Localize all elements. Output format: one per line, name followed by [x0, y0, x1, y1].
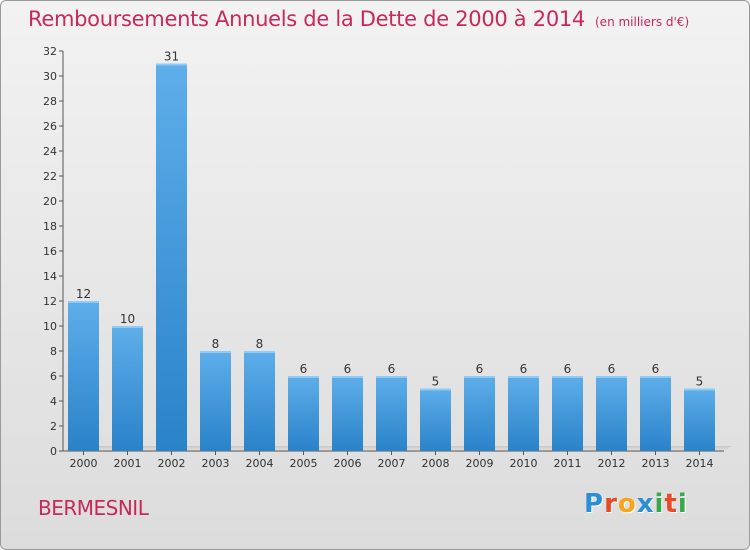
y-tick-label: 22: [43, 170, 57, 183]
proxiti-logo: Proxiti: [584, 489, 688, 519]
x-tick-label: 2013: [642, 457, 670, 470]
y-tick-label: 12: [43, 295, 57, 308]
logo-letter: o: [617, 489, 637, 519]
bar: [552, 376, 583, 451]
x-tick-label: 2010: [510, 457, 538, 470]
x-tick-label: 2014: [686, 457, 714, 470]
value-label: 8: [256, 337, 264, 351]
y-tick-label: 26: [43, 120, 57, 133]
bar-highlight: [640, 376, 671, 378]
x-tick-label: 2011: [554, 457, 582, 470]
y-tick-label: 0: [50, 445, 57, 458]
bar: [112, 326, 143, 451]
value-label: 8: [212, 337, 220, 351]
value-label: 12: [76, 287, 91, 301]
y-tick-label: 32: [43, 45, 57, 58]
logo-letter: i: [677, 489, 688, 519]
logo-letter: r: [604, 489, 618, 519]
value-label: 5: [432, 375, 440, 389]
bar: [596, 376, 627, 451]
bar: [376, 376, 407, 451]
bar: [684, 388, 715, 451]
value-label: 10: [120, 312, 135, 326]
value-label: 5: [696, 375, 704, 389]
y-tick-label: 28: [43, 95, 57, 108]
x-tick-label: 2004: [246, 457, 274, 470]
y-tick-label: 24: [43, 145, 57, 158]
bar-highlight: [508, 376, 539, 378]
bar: [508, 376, 539, 451]
x-tick-label: 2009: [466, 457, 494, 470]
value-label: 6: [564, 362, 572, 376]
y-tick-label: 18: [43, 220, 57, 233]
y-tick-label: 20: [43, 195, 57, 208]
bar-highlight: [464, 376, 495, 378]
bar-highlight: [376, 376, 407, 378]
y-tick-label: 10: [43, 320, 57, 333]
y-tick-label: 2: [50, 420, 57, 433]
logo-letter: i: [654, 489, 665, 519]
bar: [464, 376, 495, 451]
x-tick-label: 2007: [378, 457, 406, 470]
bar: [420, 388, 451, 451]
title-text: Remboursements Annuels de la Dette de 20…: [28, 7, 585, 31]
x-tick-label: 2012: [598, 457, 626, 470]
bar: [244, 351, 275, 451]
bar-highlight: [596, 376, 627, 378]
bar-highlight: [156, 63, 187, 66]
logo-letter: P: [584, 489, 605, 519]
logo-letter: x: [636, 489, 655, 519]
chart-bars: [68, 63, 715, 451]
bar-highlight: [200, 351, 231, 353]
value-label: 6: [344, 362, 352, 376]
value-label: 6: [476, 362, 484, 376]
chart-labels: 2000 12 2001 10 2002 31 2003 8 2004 8 2005 6 2006 6 20…: [70, 50, 714, 471]
value-label: 6: [388, 362, 396, 376]
value-label: 6: [520, 362, 528, 376]
x-tick-label: 2003: [202, 457, 230, 470]
bar-highlight: [68, 301, 99, 303]
bar-highlight: [288, 376, 319, 378]
chart-title: Remboursements Annuels de la Dette de 20…: [28, 7, 689, 31]
y-tick-label: 6: [50, 370, 57, 383]
commune-name: BERMESNIL: [38, 496, 149, 520]
bar: [288, 376, 319, 451]
x-tick-label: 2005: [290, 457, 318, 470]
bar: [640, 376, 671, 451]
value-label: 6: [608, 362, 616, 376]
logo-letter: t: [664, 489, 678, 519]
x-tick-label: 2006: [334, 457, 362, 470]
bar-highlight: [332, 376, 363, 378]
value-label: 6: [652, 362, 660, 376]
x-tick-label: 2002: [158, 457, 186, 470]
value-label: 31: [164, 50, 179, 64]
y-tick-label: 8: [50, 345, 57, 358]
bar-highlight: [552, 376, 583, 378]
bar: [332, 376, 363, 451]
bar: [156, 63, 187, 451]
y-tick-label: 16: [43, 245, 57, 258]
x-tick-label: 2000: [70, 457, 98, 470]
bar: [200, 351, 231, 451]
bar-highlight: [684, 388, 715, 391]
title-unit: (en milliers d'€): [595, 15, 690, 29]
bar: [68, 301, 99, 451]
value-label: 6: [300, 362, 308, 376]
bar-highlight: [244, 351, 275, 353]
y-tick-label: 30: [43, 70, 57, 83]
y-tick-label: 14: [43, 270, 57, 283]
y-tick-label: 4: [50, 395, 57, 408]
x-tick-label: 2001: [114, 457, 142, 470]
bar-highlight: [112, 326, 143, 328]
x-tick-label: 2008: [422, 457, 450, 470]
bar-highlight: [420, 388, 451, 391]
